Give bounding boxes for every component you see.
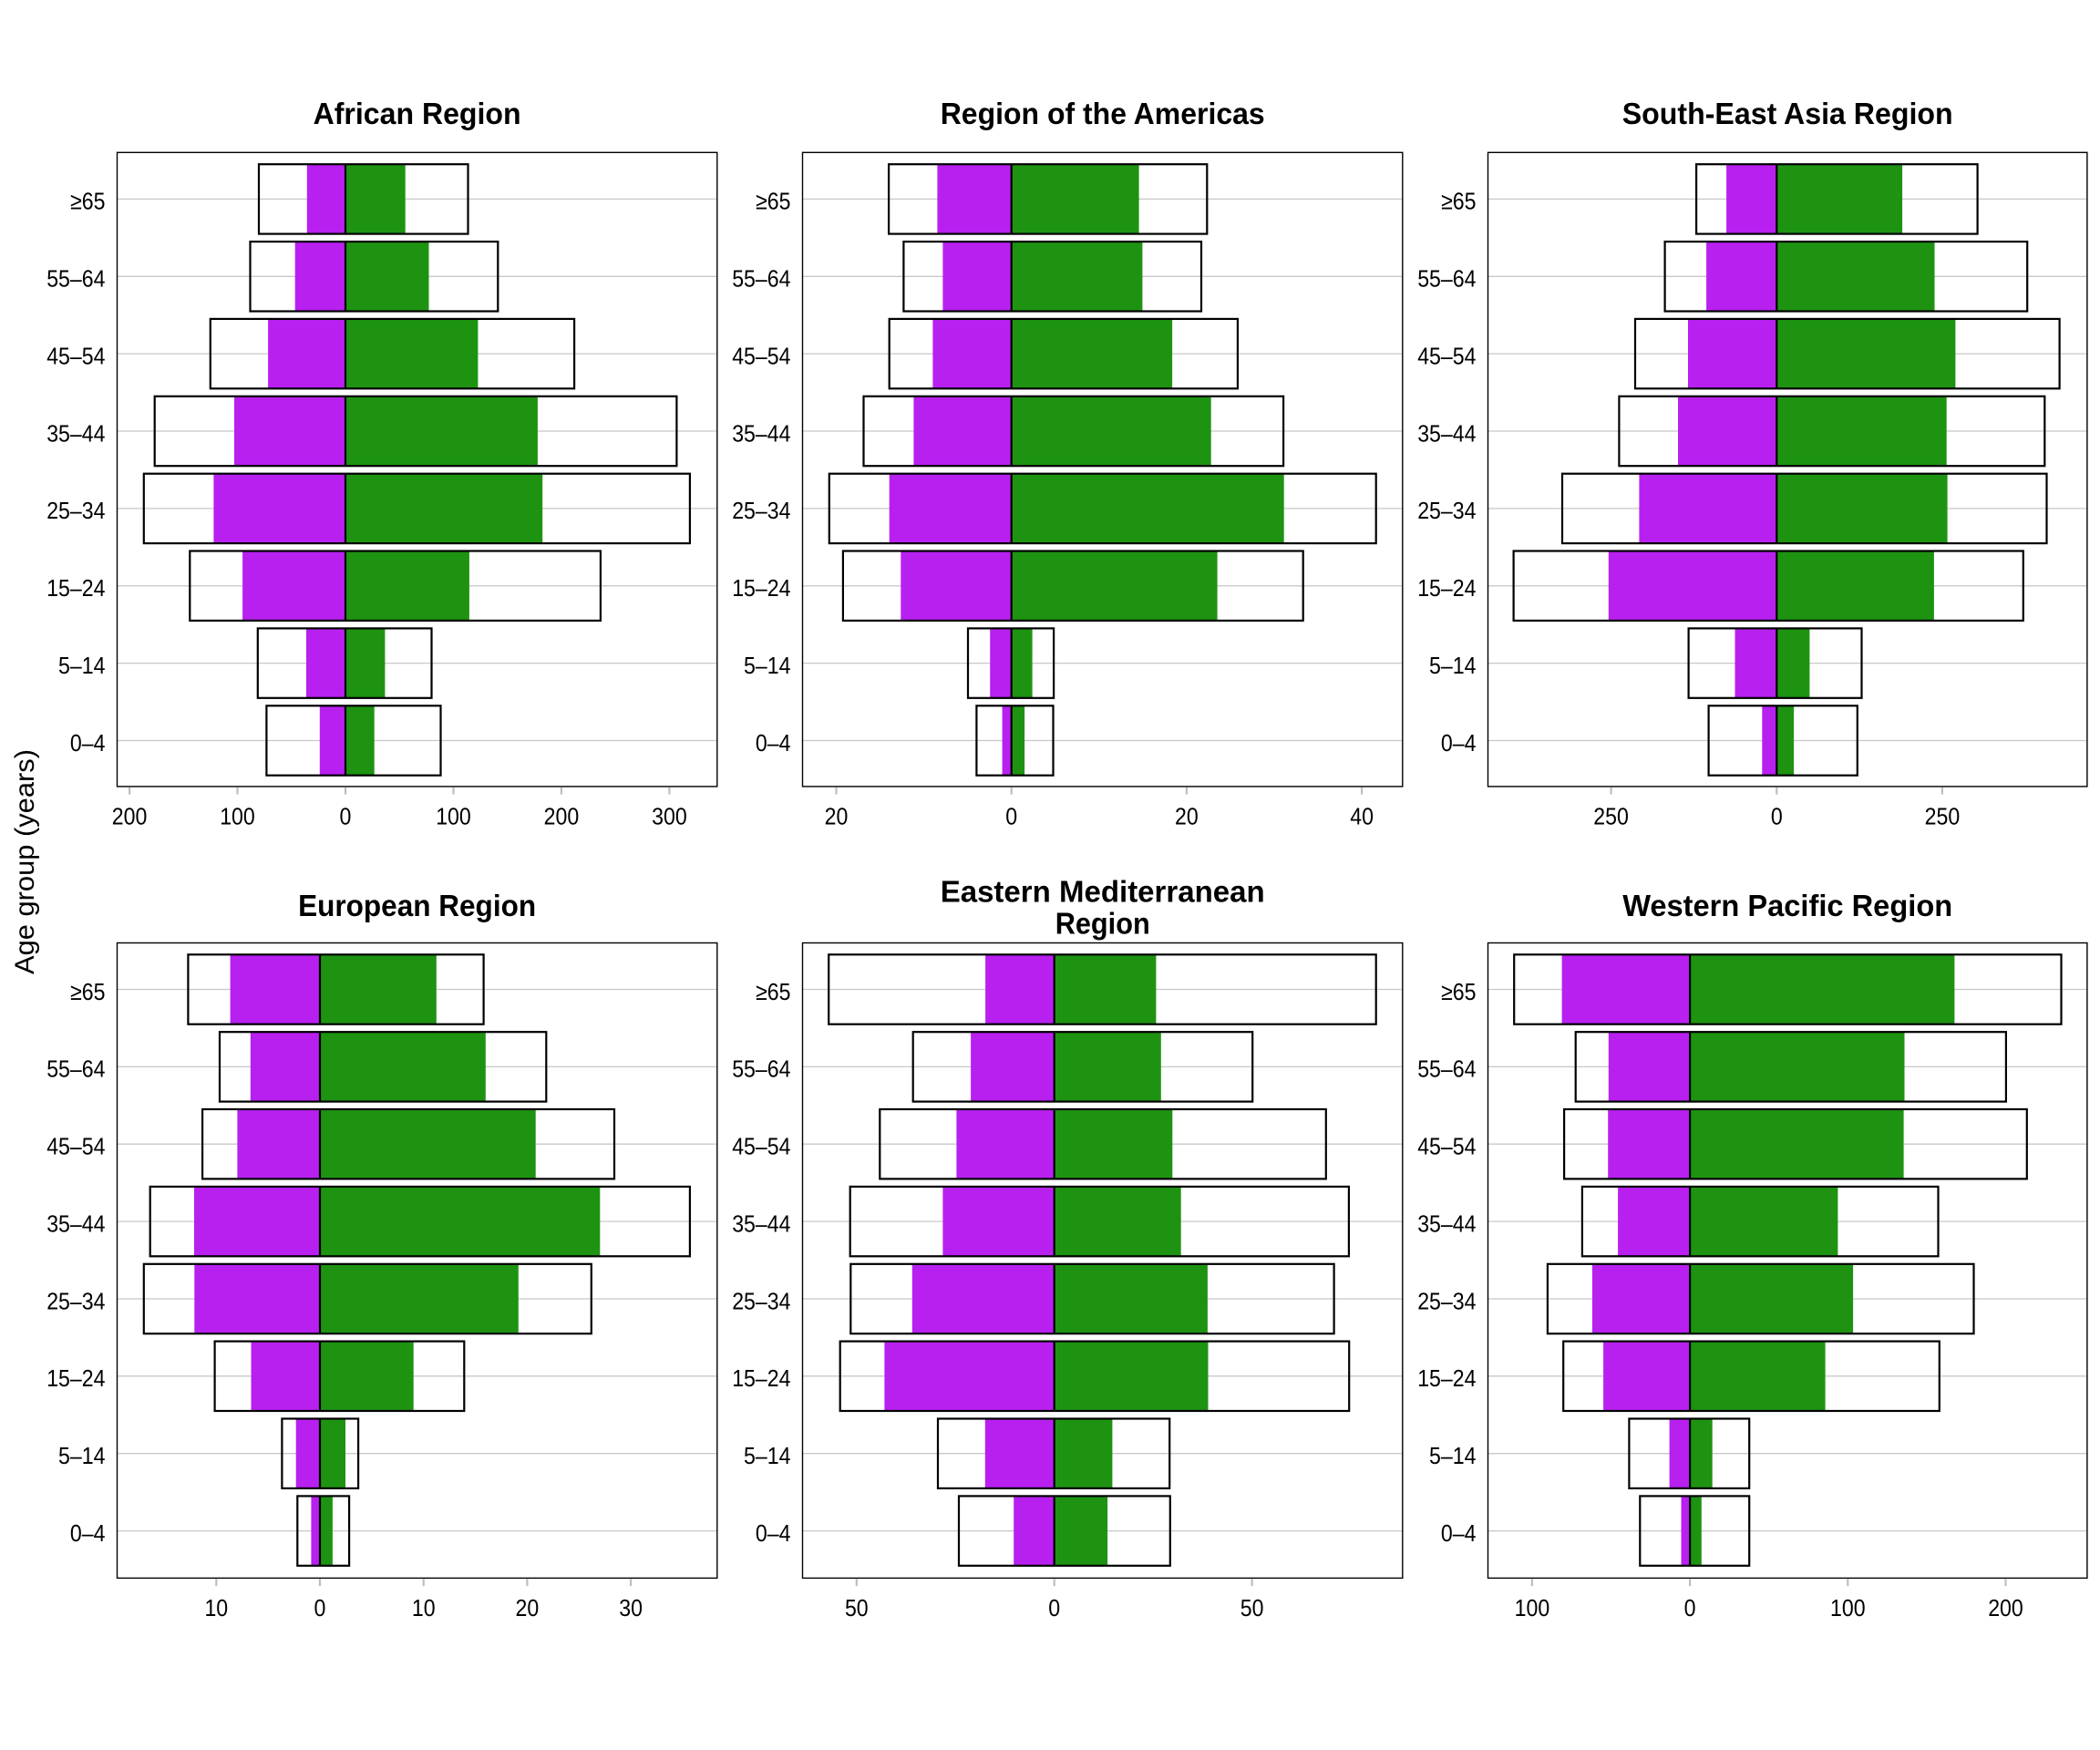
svg-text:200: 200 (544, 803, 580, 830)
svg-text:100: 100 (1830, 1594, 1866, 1621)
svg-text:45–54: 45–54 (732, 342, 790, 369)
svg-text:45–54: 45–54 (732, 1133, 790, 1160)
svg-text:0–4: 0–4 (70, 729, 106, 757)
svg-text:Eastern Mediterranean: Eastern Mediterranean (941, 875, 1265, 909)
svg-text:≥65: ≥65 (756, 978, 790, 1005)
svg-text:250: 250 (1925, 803, 1961, 830)
svg-text:0–4: 0–4 (756, 729, 791, 757)
svg-text:0–4: 0–4 (70, 1519, 106, 1547)
svg-text:25–34: 25–34 (732, 1287, 790, 1314)
svg-text:25–34: 25–34 (46, 1287, 105, 1314)
svg-text:0: 0 (1005, 803, 1017, 830)
svg-text:5–14: 5–14 (58, 1442, 106, 1469)
svg-text:55–64: 55–64 (1417, 265, 1476, 293)
svg-text:45–54: 45–54 (46, 342, 105, 369)
svg-text:55–64: 55–64 (732, 1055, 790, 1083)
svg-text:45–54: 45–54 (1417, 1133, 1476, 1160)
svg-text:0–4: 0–4 (756, 1519, 791, 1547)
svg-text:Western Pacific Region: Western Pacific Region (1622, 889, 1952, 922)
svg-text:15–24: 15–24 (1417, 1364, 1476, 1392)
svg-text:30: 30 (619, 1594, 643, 1621)
svg-text:≥65: ≥65 (70, 188, 105, 215)
svg-text:15–24: 15–24 (1417, 574, 1476, 602)
svg-text:0–4: 0–4 (1441, 729, 1477, 757)
svg-text:Region of the Americas: Region of the Americas (941, 97, 1265, 130)
svg-text:45–54: 45–54 (46, 1133, 105, 1160)
svg-text:0: 0 (1048, 1594, 1060, 1621)
svg-text:20: 20 (825, 803, 849, 830)
svg-text:0: 0 (340, 803, 352, 830)
svg-text:250: 250 (1593, 803, 1629, 830)
svg-text:35–44: 35–44 (1417, 1210, 1476, 1237)
svg-text:20: 20 (1175, 803, 1199, 830)
svg-text:0–4: 0–4 (1441, 1519, 1477, 1547)
svg-text:≥65: ≥65 (70, 978, 105, 1005)
svg-text:200: 200 (112, 803, 148, 830)
svg-text:10: 10 (412, 1594, 436, 1621)
svg-text:300: 300 (652, 803, 687, 830)
svg-text:50: 50 (845, 1594, 869, 1621)
svg-text:15–24: 15–24 (46, 574, 105, 602)
svg-text:200: 200 (1988, 1594, 2023, 1621)
svg-text:European Region: European Region (298, 889, 536, 922)
svg-text:35–44: 35–44 (732, 419, 790, 447)
svg-text:5–14: 5–14 (744, 652, 791, 679)
svg-text:20: 20 (516, 1594, 540, 1621)
svg-text:100: 100 (220, 803, 255, 830)
svg-text:15–24: 15–24 (732, 1364, 790, 1392)
svg-text:0: 0 (314, 1594, 326, 1621)
svg-text:35–44: 35–44 (46, 419, 105, 447)
svg-text:35–44: 35–44 (46, 1210, 105, 1237)
svg-text:≥65: ≥65 (756, 188, 790, 215)
svg-text:40: 40 (1350, 803, 1374, 830)
svg-text:25–34: 25–34 (732, 497, 790, 524)
svg-text:100: 100 (436, 803, 471, 830)
svg-text:≥65: ≥65 (1441, 978, 1476, 1005)
svg-text:55–64: 55–64 (46, 1055, 105, 1083)
svg-text:Age group (years): Age group (years) (10, 749, 40, 974)
svg-text:45–54: 45–54 (1417, 342, 1476, 369)
svg-text:5–14: 5–14 (1429, 1442, 1477, 1469)
svg-text:5–14: 5–14 (1429, 652, 1477, 679)
svg-text:South-East Asia Region: South-East Asia Region (1622, 97, 1953, 130)
svg-text:5–14: 5–14 (744, 1442, 791, 1469)
svg-text:100: 100 (1515, 1594, 1550, 1621)
svg-text:35–44: 35–44 (732, 1210, 790, 1237)
svg-text:15–24: 15–24 (46, 1364, 105, 1392)
svg-text:55–64: 55–64 (732, 265, 790, 293)
svg-text:50: 50 (1240, 1594, 1264, 1621)
svg-text:25–34: 25–34 (1417, 1287, 1476, 1314)
svg-text:Region: Region (1055, 907, 1150, 941)
svg-text:35–44: 35–44 (1417, 419, 1476, 447)
svg-text:15–24: 15–24 (732, 574, 790, 602)
svg-text:0: 0 (1684, 1594, 1696, 1621)
svg-text:≥65: ≥65 (1441, 188, 1476, 215)
svg-text:55–64: 55–64 (1417, 1055, 1476, 1083)
svg-text:55–64: 55–64 (46, 265, 105, 293)
svg-text:25–34: 25–34 (46, 497, 105, 524)
svg-text:5–14: 5–14 (58, 652, 106, 679)
svg-text:10: 10 (204, 1594, 228, 1621)
svg-text:African Region: African Region (314, 97, 521, 130)
svg-text:0: 0 (1771, 803, 1783, 830)
svg-text:25–34: 25–34 (1417, 497, 1476, 524)
